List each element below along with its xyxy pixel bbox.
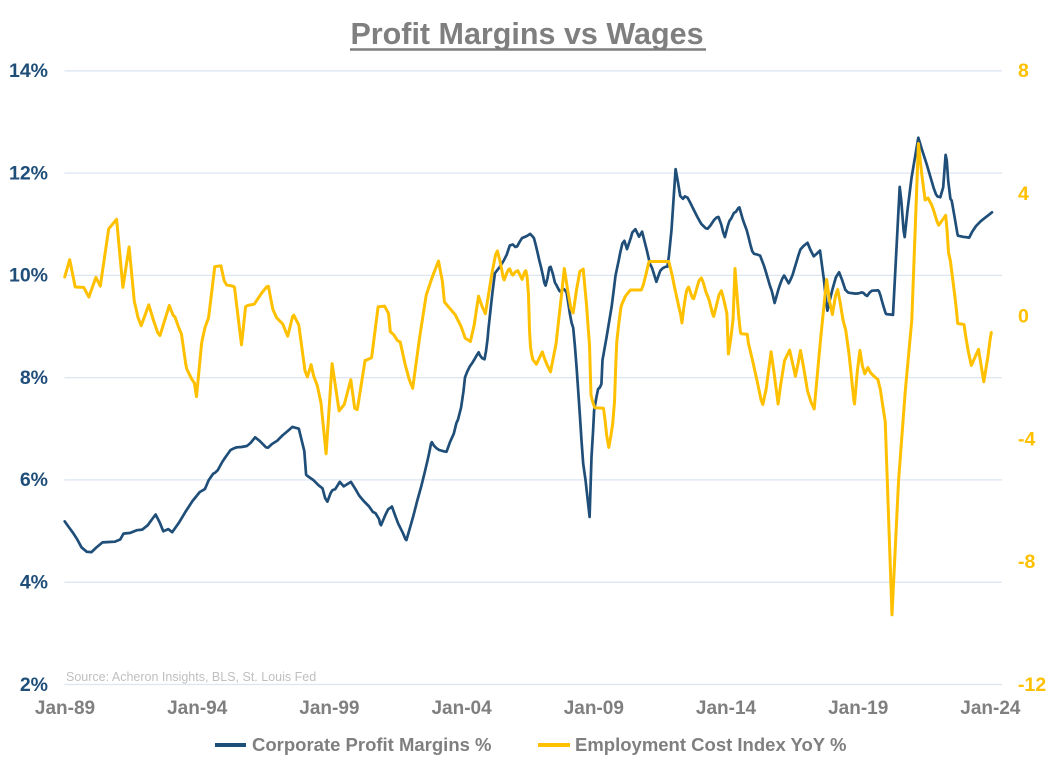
svg-text:4%: 4% [20, 572, 48, 594]
svg-text:10%: 10% [9, 265, 48, 287]
svg-text:8: 8 [1018, 60, 1029, 82]
svg-text:4: 4 [1018, 183, 1029, 205]
svg-text:Jan-19: Jan-19 [828, 698, 888, 719]
svg-text:Profit Margins vs Wages: Profit Margins vs Wages [350, 17, 703, 51]
svg-text:Source: Acheron Insights, BLS,: Source: Acheron Insights, BLS, St. Louis… [66, 670, 316, 684]
svg-text:-8: -8 [1018, 551, 1035, 573]
svg-text:Employment Cost Index YoY %: Employment Cost Index YoY % [575, 734, 846, 755]
svg-text:Corporate Profit Margins %: Corporate Profit Margins % [252, 734, 492, 755]
svg-text:-4: -4 [1018, 428, 1035, 450]
svg-text:Jan-94: Jan-94 [167, 698, 228, 719]
svg-text:8%: 8% [20, 367, 48, 389]
svg-text:12%: 12% [9, 162, 48, 184]
svg-text:Jan-99: Jan-99 [299, 698, 359, 719]
svg-text:Jan-04: Jan-04 [431, 698, 492, 719]
svg-text:Jan-09: Jan-09 [564, 698, 624, 719]
svg-text:-12: -12 [1018, 674, 1046, 696]
svg-text:0: 0 [1018, 306, 1029, 328]
svg-text:14%: 14% [9, 60, 48, 82]
svg-text:2%: 2% [20, 674, 48, 696]
svg-text:Jan-24: Jan-24 [960, 698, 1021, 719]
svg-text:Jan-14: Jan-14 [696, 698, 757, 719]
svg-text:6%: 6% [20, 469, 48, 491]
svg-text:Jan-89: Jan-89 [35, 698, 95, 719]
